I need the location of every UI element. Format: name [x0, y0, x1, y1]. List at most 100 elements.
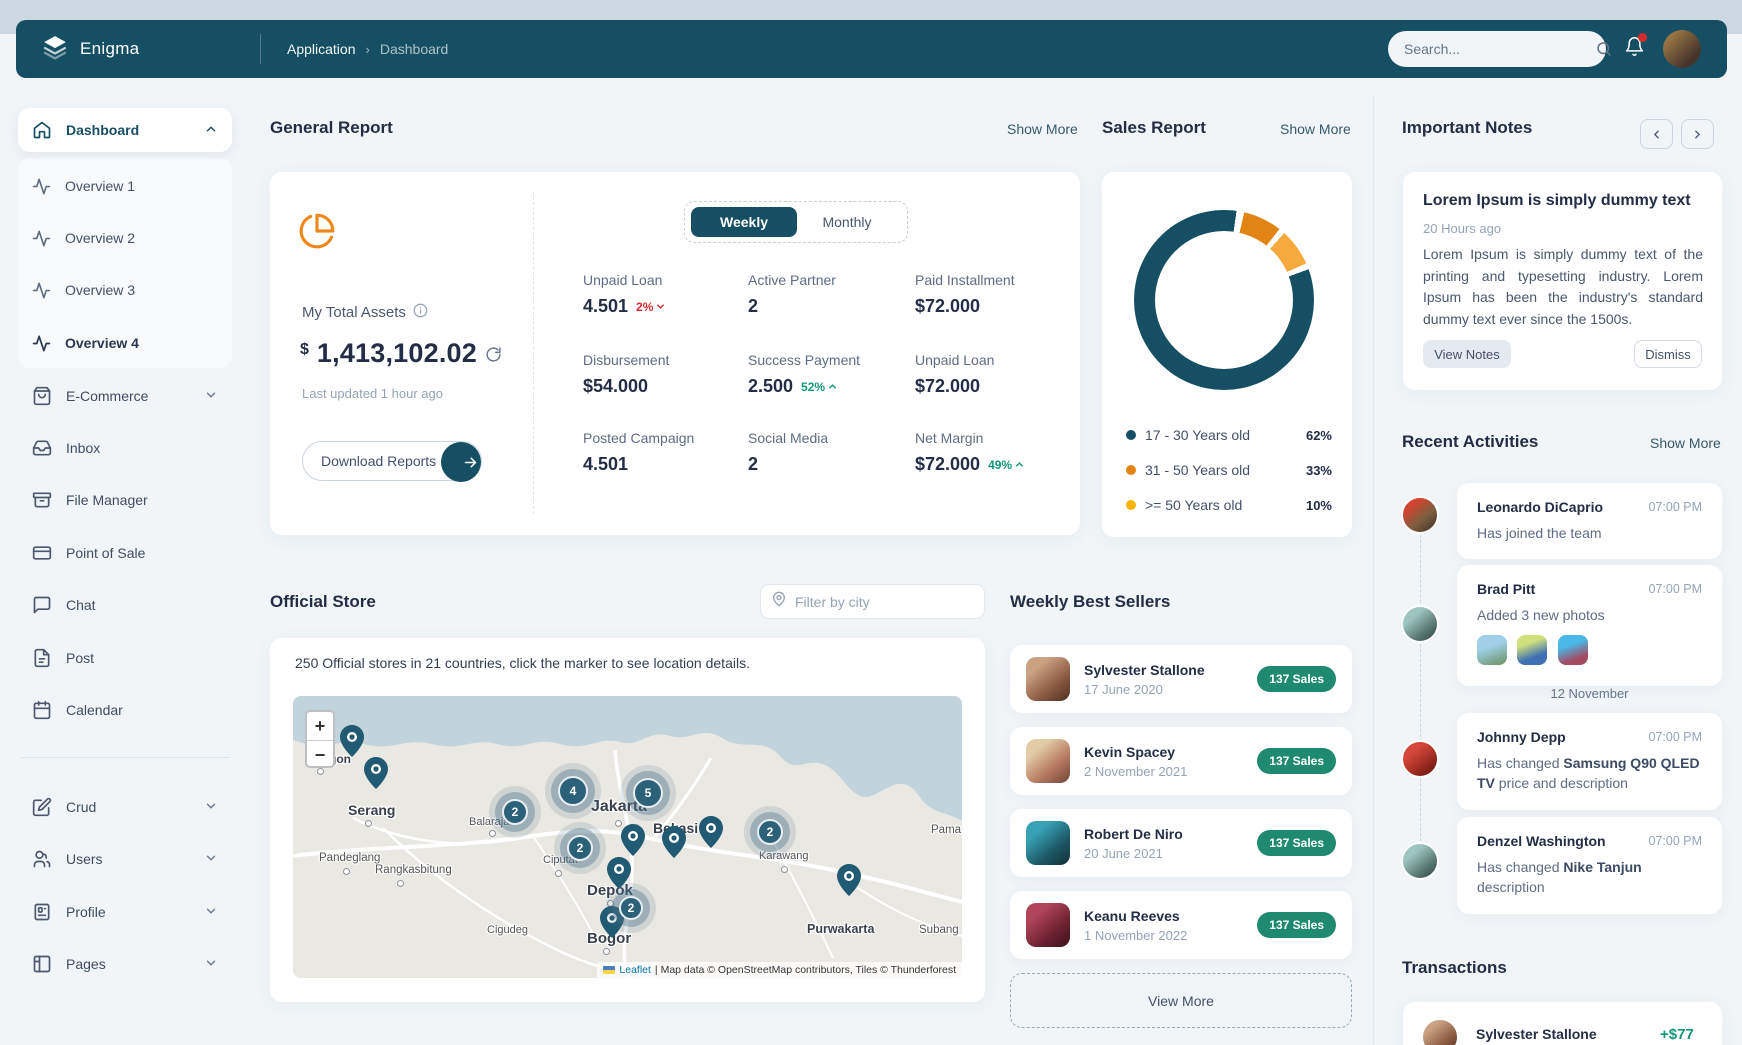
- search-icon[interactable]: [1595, 40, 1627, 58]
- activity-item[interactable]: Leonardo DiCaprio 07:00 PM Has joined th…: [1457, 483, 1722, 559]
- map-label-pandeglang: Pandeglang: [319, 852, 380, 864]
- activity-time: 07:00 PM: [1648, 582, 1702, 596]
- stat-value: 2: [748, 296, 758, 317]
- map-cluster-marker[interactable]: 2: [757, 819, 783, 845]
- stat-badge-down: 2%: [636, 300, 666, 314]
- sidebar-item-dashboard[interactable]: Dashboard: [18, 108, 232, 152]
- layers-logo-icon: [42, 34, 68, 65]
- chevron-right-icon: [1691, 128, 1704, 141]
- map-pin-marker[interactable]: [607, 857, 631, 889]
- zoom-out-button[interactable]: −: [307, 741, 333, 768]
- seller-row[interactable]: Sylvester Stallone 17 June 2020 137 Sale…: [1010, 645, 1352, 713]
- activity-photo-thumb[interactable]: [1477, 635, 1507, 665]
- town-dot: [343, 868, 350, 875]
- seller-row[interactable]: Keanu Reeves 1 November 2022 137 Sales: [1010, 891, 1352, 959]
- filter-by-city-input[interactable]: [787, 594, 984, 610]
- seller-date: 20 June 2021: [1084, 846, 1183, 861]
- refresh-icon[interactable]: [485, 346, 502, 368]
- map-cluster-marker[interactable]: 4: [558, 776, 588, 806]
- sidebar-item-inbox[interactable]: Inbox: [18, 426, 232, 470]
- download-reports-label: Download Reports: [303, 453, 436, 469]
- stat-label: Unpaid Loan: [915, 352, 994, 368]
- assets-updated-label: Last updated 1 hour ago: [302, 386, 443, 401]
- sidebar-item-ecommerce[interactable]: E-Commerce: [18, 374, 232, 418]
- sales-donut-chart[interactable]: [1134, 210, 1314, 390]
- map-pin-marker[interactable]: [621, 824, 645, 856]
- sidebar-item-overview-3[interactable]: Overview 3: [32, 270, 218, 310]
- sidebar-item-overview-1[interactable]: Overview 1: [32, 166, 218, 206]
- inbox-icon: [32, 438, 52, 458]
- breadcrumb: Application › Dashboard: [261, 41, 448, 57]
- notes-prev-button[interactable]: [1640, 119, 1673, 149]
- chevron-down-icon: [204, 851, 218, 868]
- dismiss-button[interactable]: Dismiss: [1634, 340, 1702, 368]
- leaflet-map[interactable]: Cilegon Serang Balaraja Jakarta Bekasi K…: [293, 696, 962, 978]
- sidebar-item-chat[interactable]: Chat: [18, 583, 232, 627]
- shopping-bag-icon: [32, 386, 52, 406]
- filter-by-city-box: [760, 584, 985, 619]
- sidebar-item-point-of-sale[interactable]: Point of Sale: [18, 531, 232, 575]
- sidebar-item-profile[interactable]: Profile: [18, 890, 232, 934]
- info-icon[interactable]: [413, 303, 428, 322]
- view-notes-button[interactable]: View Notes: [1423, 340, 1511, 368]
- sidebar-item-file-manager[interactable]: File Manager: [18, 478, 232, 522]
- town-dot: [397, 880, 404, 887]
- seller-row[interactable]: Kevin Spacey 2 November 2021 137 Sales: [1010, 727, 1352, 795]
- town-dot: [489, 830, 496, 837]
- activity-text: Added 3 new photos: [1477, 605, 1702, 625]
- activity-item[interactable]: Brad Pitt 07:00 PM Added 3 new photos: [1457, 565, 1722, 686]
- dashboard-page: Enigma Application › Dashboard Dashboard: [0, 0, 1742, 1045]
- sidebar-item-crud[interactable]: Crud: [18, 785, 232, 829]
- map-cluster-marker[interactable]: 5: [633, 778, 663, 808]
- sidebar-item-pages[interactable]: Pages: [18, 942, 232, 986]
- activity-photo-thumb[interactable]: [1517, 635, 1547, 665]
- home-icon: [32, 120, 52, 140]
- zoom-in-button[interactable]: +: [307, 712, 333, 740]
- map-pin-marker[interactable]: [662, 826, 686, 858]
- map-pin-marker[interactable]: [364, 757, 388, 789]
- activity-item[interactable]: Denzel Washington 07:00 PM Has changed N…: [1457, 817, 1722, 914]
- activity-photo-thumb[interactable]: [1558, 635, 1588, 665]
- map-cluster-marker[interactable]: 2: [619, 896, 643, 920]
- breadcrumb-dashboard[interactable]: Dashboard: [380, 41, 449, 57]
- download-reports-button[interactable]: Download Reports: [302, 441, 482, 481]
- map-pin-marker[interactable]: [699, 816, 723, 848]
- map-cluster-marker[interactable]: 2: [567, 835, 593, 861]
- breadcrumb-application[interactable]: Application: [287, 41, 356, 57]
- sidebar-item-label: E-Commerce: [66, 388, 148, 404]
- sidebar-item-label: Overview 1: [65, 178, 135, 194]
- user-avatar[interactable]: [1663, 30, 1701, 68]
- stat-value: $72.000: [915, 376, 980, 397]
- map-cluster-marker[interactable]: 2: [502, 799, 528, 825]
- sidebar-item-overview-4[interactable]: Overview 4: [32, 323, 218, 363]
- recent-activities-show-more[interactable]: Show More: [1650, 435, 1721, 451]
- sidebar-item-label: Inbox: [66, 440, 100, 456]
- weekly-tab[interactable]: Weekly: [691, 207, 797, 237]
- general-report-show-more[interactable]: Show More: [1007, 121, 1078, 137]
- sidebar-item-users[interactable]: Users: [18, 837, 232, 881]
- brand[interactable]: Enigma: [16, 34, 260, 65]
- topbar: Enigma Application › Dashboard: [16, 20, 1727, 78]
- sales-report-show-more[interactable]: Show More: [1280, 121, 1351, 137]
- monthly-tab[interactable]: Monthly: [797, 207, 897, 237]
- map-pin-marker[interactable]: [837, 864, 861, 896]
- chevron-up-icon: [204, 122, 218, 139]
- sidebar-item-overview-2[interactable]: Overview 2: [32, 218, 218, 258]
- notifications-button[interactable]: [1624, 36, 1645, 62]
- activity-avatar: [1401, 496, 1439, 534]
- seller-row[interactable]: Robert De Niro 20 June 2021 137 Sales: [1010, 809, 1352, 877]
- seller-date: 1 November 2022: [1084, 928, 1187, 943]
- leaflet-link[interactable]: Leaflet: [619, 964, 651, 976]
- currency-symbol: $: [300, 341, 309, 359]
- sidebar-item-post[interactable]: Post: [18, 636, 232, 680]
- search-input[interactable]: [1388, 41, 1595, 57]
- map-pin-marker[interactable]: [340, 725, 364, 757]
- activity-item[interactable]: Johnny Depp 07:00 PM Has changed Samsung…: [1457, 713, 1722, 810]
- sidebar-item-calendar[interactable]: Calendar: [18, 688, 232, 732]
- search-box: [1388, 31, 1606, 67]
- stat-label: Disbursement: [583, 352, 669, 368]
- view-more-button[interactable]: View More: [1010, 973, 1352, 1028]
- stat-value: $72.000 49%: [915, 454, 1025, 475]
- notes-next-button[interactable]: [1681, 119, 1714, 149]
- sidebar-item-label: Pages: [66, 956, 106, 972]
